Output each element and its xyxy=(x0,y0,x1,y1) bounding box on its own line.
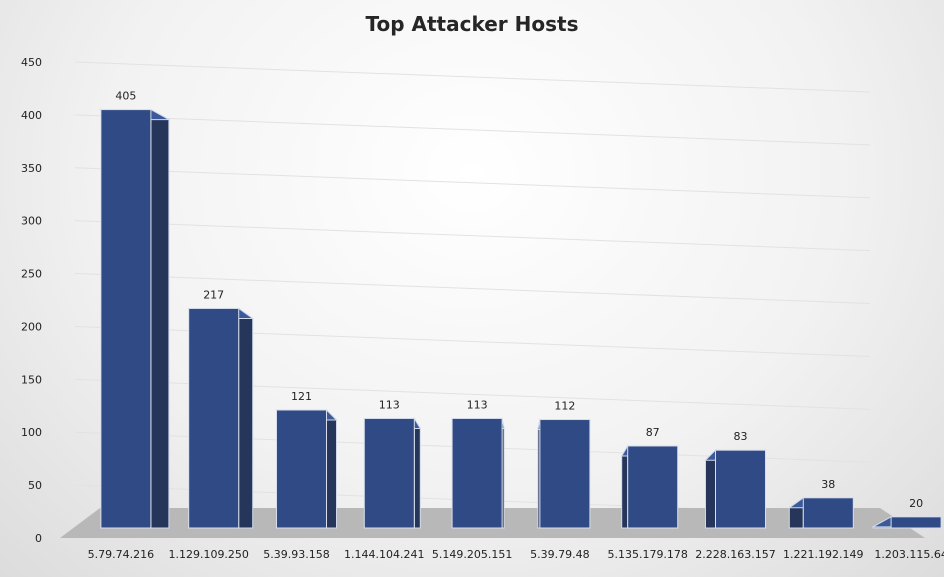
data-label: 113 xyxy=(467,398,488,411)
y-tick-label: 350 xyxy=(21,162,42,175)
data-label: 20 xyxy=(909,497,923,510)
gridline xyxy=(74,61,871,93)
data-label: 405 xyxy=(115,90,136,103)
bar xyxy=(890,516,942,529)
y-tick-label: 100 xyxy=(21,426,42,439)
y-tick-label: 450 xyxy=(21,56,42,69)
data-label: 83 xyxy=(734,430,748,443)
data-label: 87 xyxy=(646,426,660,439)
data-label: 217 xyxy=(203,288,224,301)
x-tick-label: 5.149.205.151 xyxy=(432,548,512,561)
bar xyxy=(715,449,766,529)
x-tick-label: 2.228.163.157 xyxy=(695,548,775,561)
gridline xyxy=(74,220,871,252)
bar xyxy=(802,497,854,529)
gridline xyxy=(74,167,871,199)
data-label: 121 xyxy=(291,390,312,403)
bar-side xyxy=(621,444,629,529)
bar xyxy=(627,445,679,529)
bar xyxy=(188,307,240,529)
x-tick-label: 1.129.109.250 xyxy=(168,548,248,561)
bar xyxy=(363,417,415,529)
x-tick-label: 1.144.104.241 xyxy=(344,548,424,561)
bar-side xyxy=(238,307,254,529)
y-tick-label: 200 xyxy=(21,320,42,333)
bar xyxy=(451,417,503,529)
data-label: 113 xyxy=(379,398,400,411)
data-label: 112 xyxy=(554,400,575,413)
y-tick-label: 0 xyxy=(35,532,42,545)
y-tick-label: 250 xyxy=(21,268,42,281)
chart-title: Top Attacker Hosts xyxy=(365,12,579,36)
gridline xyxy=(74,114,871,146)
bar xyxy=(276,409,327,529)
bar-side xyxy=(150,108,170,529)
x-tick-label: 1.221.192.149 xyxy=(783,548,863,561)
y-tick-label: 400 xyxy=(21,109,42,122)
x-tick-label: 5.39.93.158 xyxy=(263,548,329,561)
x-tick-label: 5.135.179.178 xyxy=(607,548,687,561)
x-tick-label: 5.39.79.48 xyxy=(530,548,589,561)
bar xyxy=(100,109,152,529)
bar-side xyxy=(413,416,421,529)
gridline xyxy=(74,273,871,305)
data-label: 38 xyxy=(821,478,835,491)
x-tick-label: 1.203.115.64 xyxy=(874,548,944,561)
y-tick-label: 50 xyxy=(28,479,42,492)
y-tick-label: 150 xyxy=(21,373,42,386)
y-tick-label: 300 xyxy=(21,215,42,228)
bar xyxy=(539,419,591,529)
x-tick-label: 5.79.74.216 xyxy=(88,548,154,561)
bar-side xyxy=(326,408,337,529)
bar-side xyxy=(705,448,716,529)
